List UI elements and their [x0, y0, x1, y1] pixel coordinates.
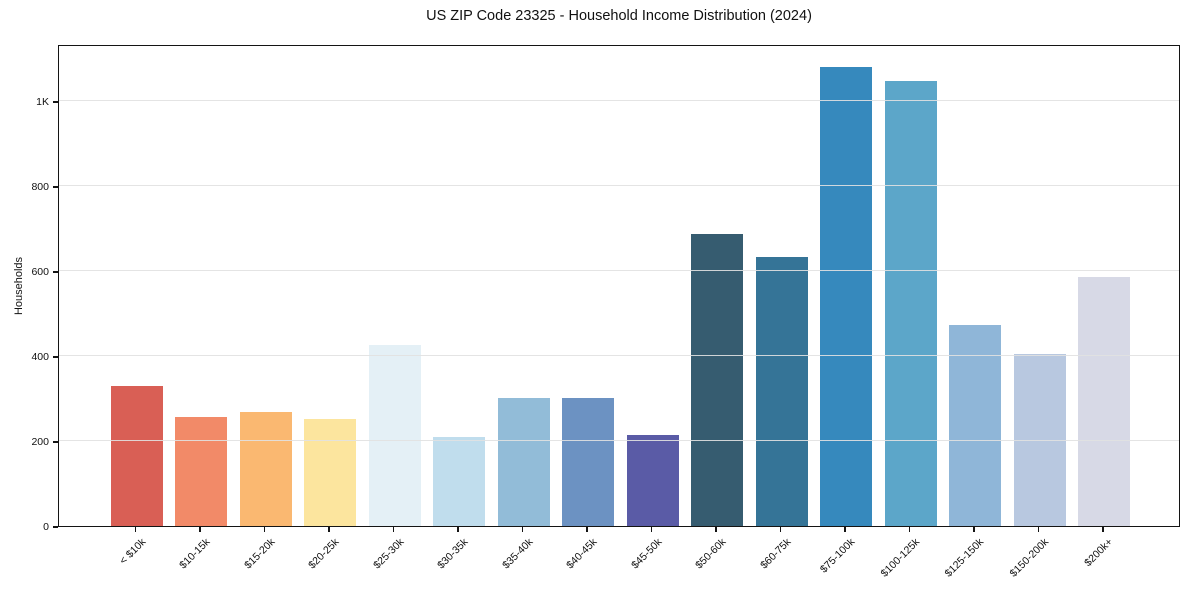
y-tick-mark [53, 356, 58, 358]
bar-$45-50k [626, 434, 679, 526]
x-tick-mark [973, 527, 975, 532]
y-tick-label: 0 [43, 521, 49, 533]
bar-$20-25k [304, 418, 356, 526]
y-tick-mark [53, 526, 58, 528]
bar-$30-35k [433, 436, 485, 526]
bar-$200k+ [1078, 276, 1130, 526]
y-tick-mark [53, 271, 58, 273]
x-tick-mark [650, 527, 653, 532]
y-tick-mark [53, 441, 58, 443]
x-tick-mark [134, 527, 137, 532]
x-tick-mark [844, 527, 846, 532]
y-tick-label: 600 [31, 266, 49, 278]
y-tick-label: 1K [36, 96, 49, 108]
chart-title: US ZIP Code 23325 - Household Income Dis… [426, 8, 812, 24]
gridline-600 [59, 270, 1179, 271]
x-tick-mark [1102, 527, 1104, 532]
y-tick-label: 400 [31, 351, 49, 363]
y-tick-label: 200 [31, 436, 49, 448]
bar-$75-100k [820, 67, 872, 526]
plot-area [58, 45, 1180, 527]
x-tick-mark [328, 527, 330, 532]
x-tick-mark [199, 527, 201, 532]
x-tick-mark [521, 527, 524, 532]
x-tick-mark [263, 527, 266, 532]
gridline-400 [59, 355, 1179, 356]
bar-$10-15k [175, 417, 227, 526]
bar-< $10k [110, 385, 163, 526]
gridline-200 [59, 440, 1179, 441]
x-tick-mark [779, 527, 782, 532]
x-tick-mark [586, 527, 588, 532]
bar-$50-60k [691, 234, 743, 526]
x-tick-mark [1037, 527, 1040, 532]
y-tick-mark [53, 101, 58, 103]
gridline-800 [59, 185, 1179, 186]
x-tick-mark [457, 527, 459, 532]
y-tick-label: 800 [31, 181, 49, 193]
bar-$35-40k [497, 398, 550, 526]
x-tick-mark [715, 527, 717, 532]
bar-$25-30k [368, 345, 421, 526]
bar-$40-45k [562, 398, 614, 526]
y-axis-label: Households [13, 256, 25, 316]
x-tick-mark [392, 527, 395, 532]
bar-$60-75k [755, 256, 808, 526]
gridline-1000 [59, 100, 1179, 101]
x-tick-mark [908, 527, 911, 532]
y-tick-mark [53, 186, 58, 188]
bar-$125-150k [949, 325, 1001, 526]
bar-$100-125k [884, 80, 937, 526]
bar-$15-20k [239, 412, 292, 526]
